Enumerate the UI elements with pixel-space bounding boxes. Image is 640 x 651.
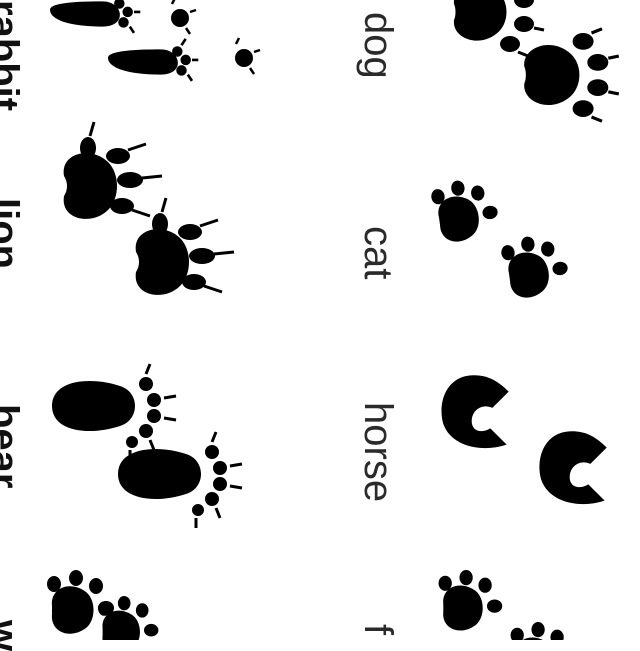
label-horse: horse: [356, 402, 400, 503]
label-partial-right: f: [356, 624, 400, 636]
label-bear: bear: [0, 404, 26, 489]
dog-paw-icon: [452, 0, 621, 123]
paw-icon: [47, 570, 159, 640]
paw-icon: [438, 570, 575, 640]
horse-hoof-icon: [441, 375, 607, 505]
label-cat: cat: [356, 226, 400, 280]
label-partial-left: w: [0, 620, 26, 651]
rabbit-foot-icon: [48, 0, 261, 83]
label-dog: dog: [356, 12, 400, 79]
cat-paw-icon: [429, 175, 572, 301]
label-rabbit: rabbit: [0, 0, 26, 112]
lion-paw-icon: [62, 120, 236, 297]
bear-paw-icon: [50, 362, 244, 530]
label-lion: lion: [0, 198, 26, 270]
